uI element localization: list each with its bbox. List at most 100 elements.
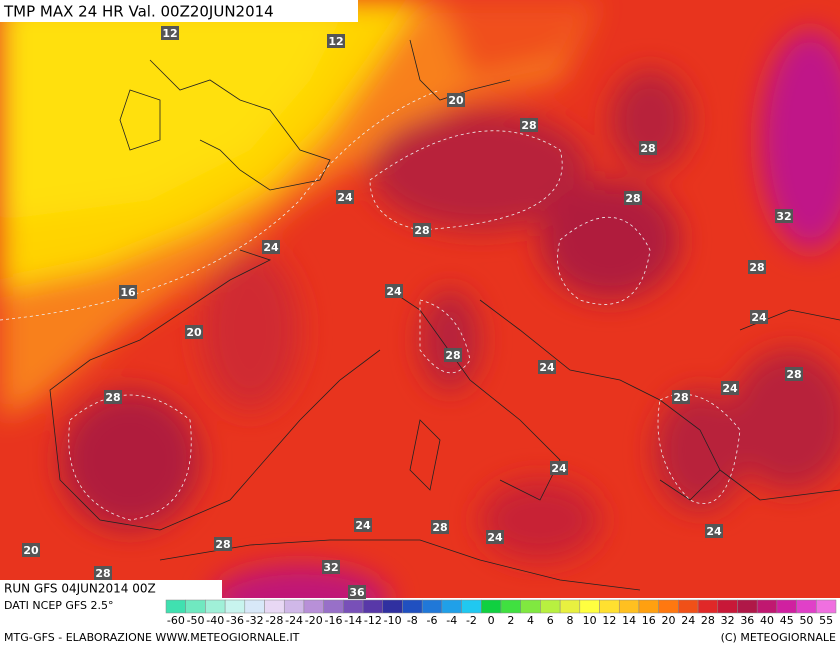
contour-label-box <box>624 191 642 205</box>
contour-label-box <box>354 518 372 532</box>
colorbar-swatch <box>658 599 679 614</box>
colorbar-label: 12 <box>602 614 616 627</box>
colorbar-label: -32 <box>246 614 264 627</box>
run-box <box>0 580 222 598</box>
contour-label-box <box>550 461 568 475</box>
contour-label-box <box>431 520 449 534</box>
contour-label-box <box>721 381 739 395</box>
contour-label: 28 <box>786 368 801 381</box>
colorbar-swatch <box>697 599 719 614</box>
colorbar-swatch <box>520 599 541 614</box>
contour-label: 12 <box>328 35 343 48</box>
colorbar-label: 50 <box>799 614 813 627</box>
colorbar-swatch <box>776 599 797 614</box>
contour-label-box <box>486 530 504 544</box>
contour-label: 24 <box>263 241 279 254</box>
contour-label-box <box>161 26 179 40</box>
colorbar-label: -40 <box>206 614 224 627</box>
colorbar-swatch <box>737 599 758 614</box>
contour-label-box <box>672 390 690 404</box>
contour-label: 28 <box>625 192 640 205</box>
colorbar-label: 14 <box>622 614 636 627</box>
colorbar-swatch <box>165 599 186 614</box>
contour-label-box <box>94 566 112 580</box>
contour-label: 28 <box>414 224 429 237</box>
colorbar-swatch <box>421 599 443 614</box>
colorbar-label: -36 <box>226 614 244 627</box>
colorbar-label: -10 <box>384 614 402 627</box>
colorbar-swatch <box>343 599 364 614</box>
contour-label-box <box>348 585 366 599</box>
contour-label-box <box>385 284 403 298</box>
colorbar-label: -4 <box>446 614 457 627</box>
contour-label-box <box>785 367 803 381</box>
contour-label: 32 <box>776 210 791 223</box>
colorbar-label: -16 <box>325 614 343 627</box>
contour-label: 28 <box>215 538 230 551</box>
contour-label-box <box>119 285 137 299</box>
contour-label-box <box>104 390 122 404</box>
contour-label-box <box>214 537 232 551</box>
colorbar-label: 16 <box>642 614 656 627</box>
contour-label-box <box>185 325 203 339</box>
colorbar-swatch <box>618 599 640 614</box>
map-title: TMP MAX 24 HR Val. 00Z20JUN2014 <box>3 3 274 21</box>
contour-label-box <box>748 260 766 274</box>
colorbar-label: -20 <box>305 614 323 627</box>
colorbar-label: -50 <box>187 614 205 627</box>
contour-label-box <box>322 560 340 574</box>
colorbar-label: -2 <box>466 614 477 627</box>
colorbar-swatch <box>303 599 324 614</box>
contour-label: 20 <box>23 544 39 557</box>
colorbar-swatch <box>244 599 265 614</box>
colorbar-label: -28 <box>265 614 283 627</box>
colorbar-label: -14 <box>344 614 362 627</box>
colorbar-swatch <box>756 599 778 614</box>
footer-left: MTG-GFS - ELABORAZIONE WWW.METEOGIORNALE… <box>4 631 300 644</box>
contour-label: 16 <box>120 286 136 299</box>
contour-label: 24 <box>706 525 722 538</box>
colorbar-swatch <box>500 599 521 614</box>
contour-label-box <box>639 141 657 155</box>
colorbar-label: 20 <box>662 614 676 627</box>
contour-label: 24 <box>386 285 402 298</box>
colorbar-swatch <box>579 599 600 614</box>
contour-label-box <box>750 310 768 324</box>
run-info: RUN GFS 04JUN2014 00Z <box>4 582 156 596</box>
contour-label: 28 <box>640 142 655 155</box>
colorbar-label: 8 <box>566 614 573 627</box>
contour-label: 24 <box>751 311 767 324</box>
colorbar-label: 0 <box>488 614 495 627</box>
contour-label-box <box>413 223 431 237</box>
contour-label: 28 <box>105 391 120 404</box>
contour-label: 28 <box>521 119 536 132</box>
colorbar-label: 45 <box>780 614 794 627</box>
colorbar-swatch <box>599 599 620 614</box>
contour-label-box <box>262 240 280 254</box>
isotherms <box>0 89 741 521</box>
colorbar-swatch <box>559 599 581 614</box>
colorbar-swatch <box>205 599 226 614</box>
contour-label: 24 <box>722 382 738 395</box>
contour-label: 28 <box>432 521 447 534</box>
colorbar-label: 36 <box>740 614 754 627</box>
contour-label: 28 <box>749 261 764 274</box>
contour-label: 12 <box>162 27 177 40</box>
coastlines <box>49 39 840 591</box>
colorbar-swatch <box>402 599 423 614</box>
contour-label: 36 <box>349 586 365 599</box>
colorbar-label: -6 <box>427 614 438 627</box>
title-box <box>0 0 358 22</box>
colorbar-label: 28 <box>701 614 715 627</box>
contour-label: 24 <box>539 361 555 374</box>
contour-labels: 12 12 20 28 28 24 28 32 24 28 28 16 24 24 20 28 24 28 24 28… <box>22 26 803 599</box>
contour-label: 32 <box>323 561 338 574</box>
colorbar-swatch <box>540 599 561 614</box>
contour-label: 28 <box>445 349 460 362</box>
colorbar-swatch <box>224 599 246 614</box>
colorbar-swatch <box>264 599 285 614</box>
colorbar-label: 24 <box>681 614 695 627</box>
contour-label-box <box>447 93 465 107</box>
colorbar-swatch <box>638 599 659 614</box>
contour-label-box <box>520 118 538 132</box>
